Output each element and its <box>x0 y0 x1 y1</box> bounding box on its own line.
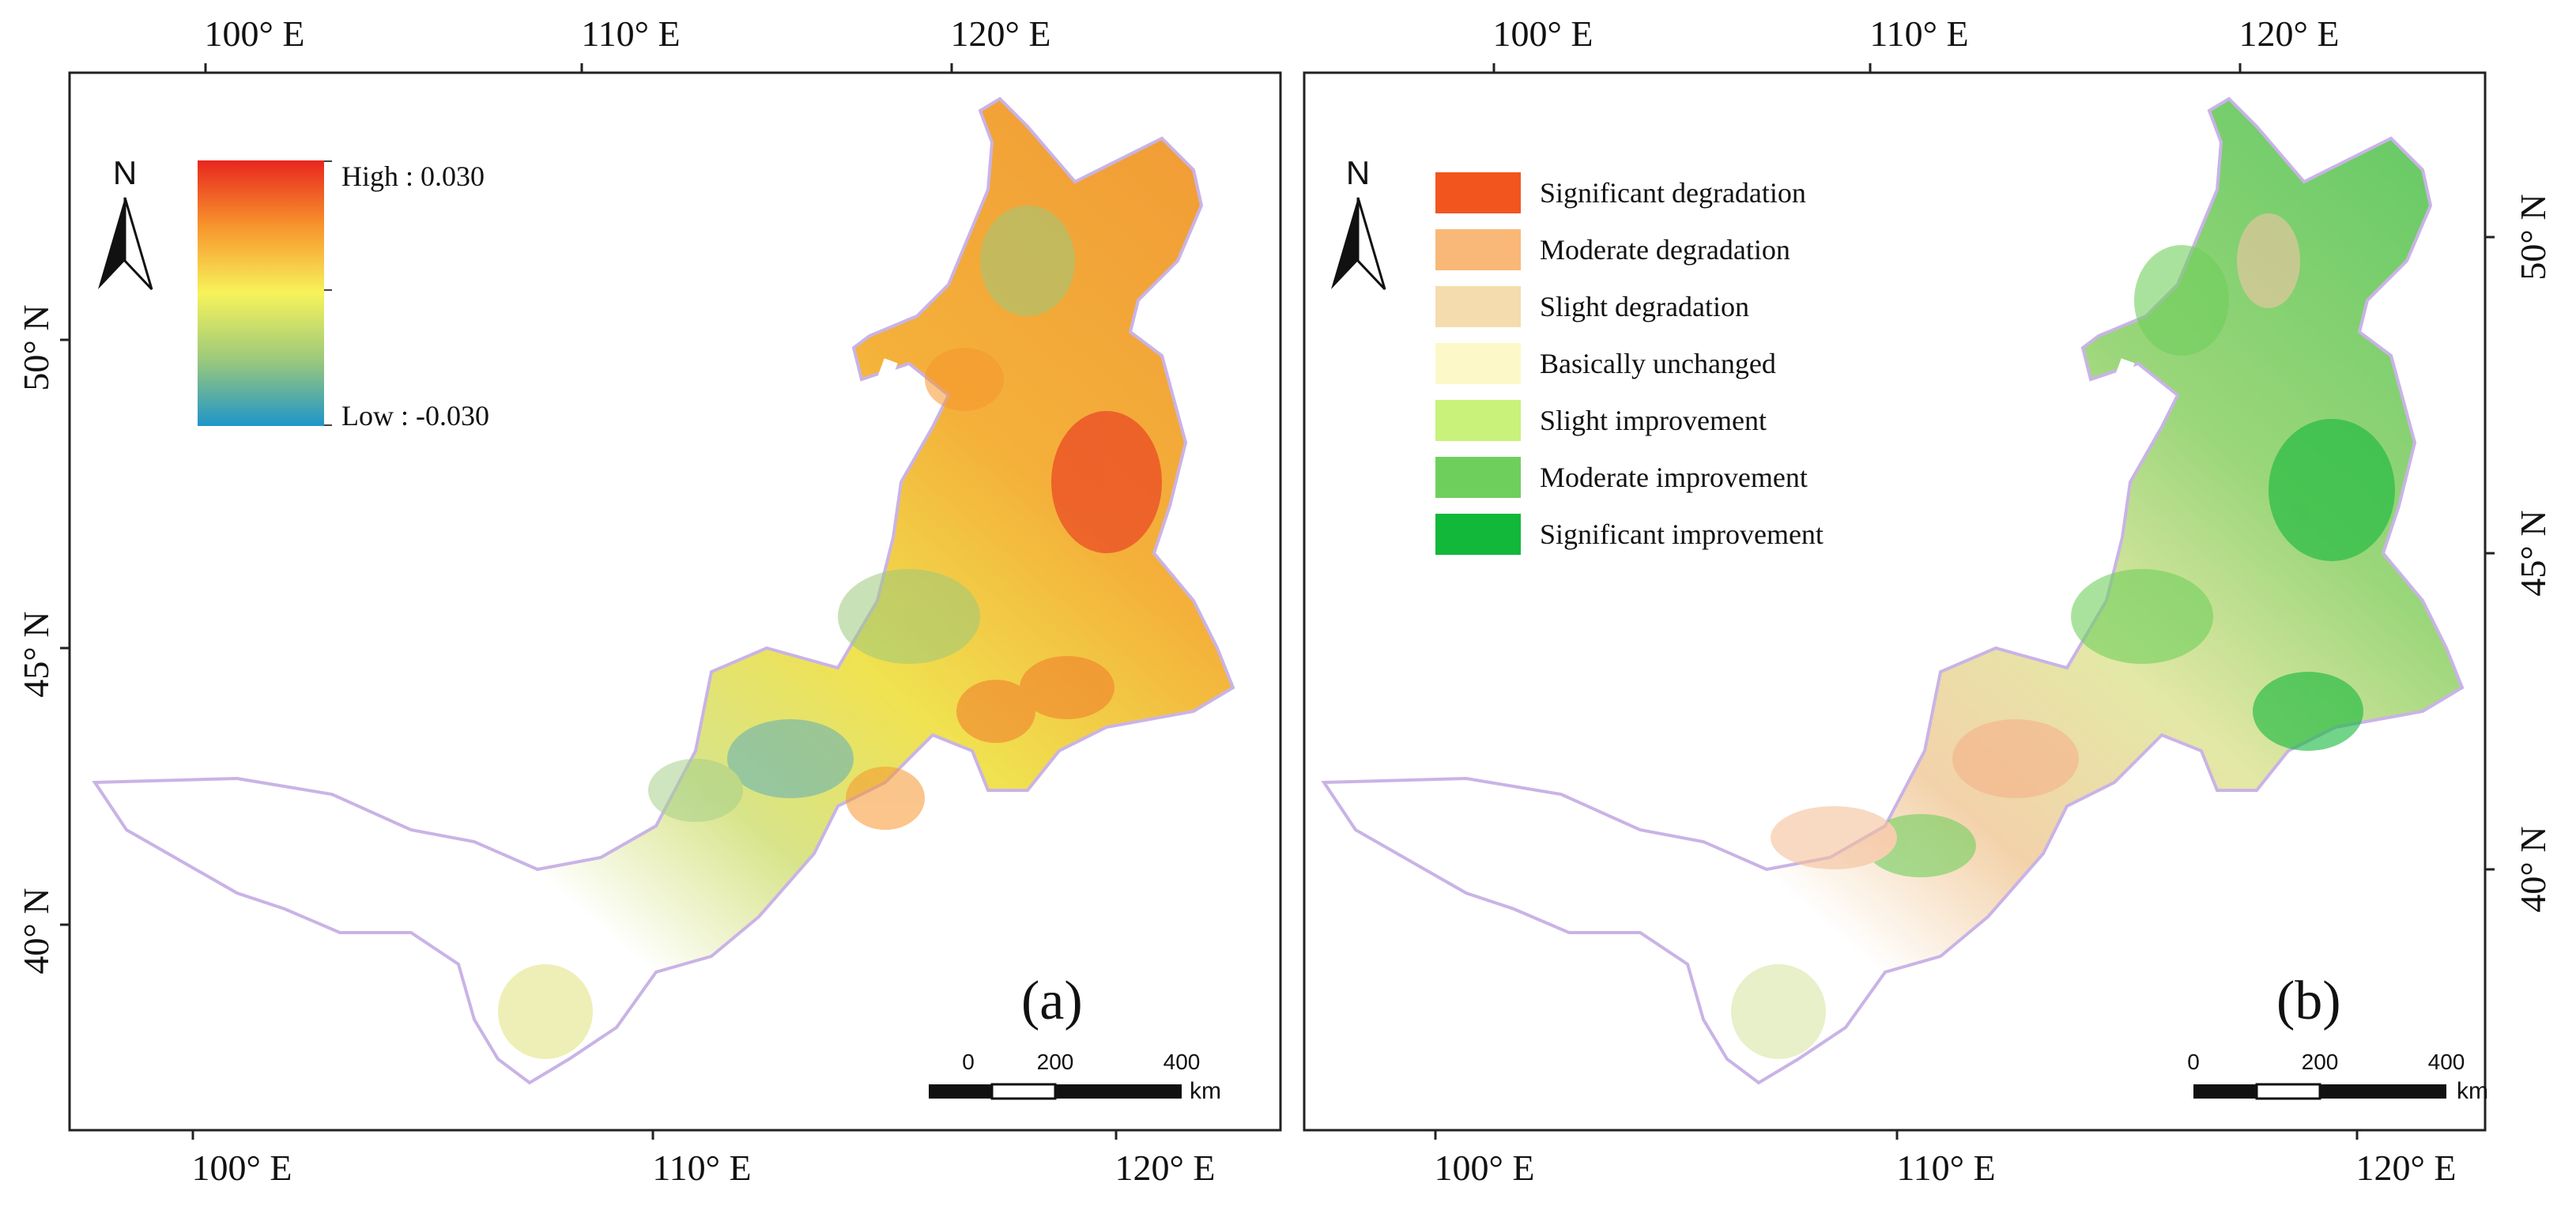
north-arrow-icon <box>98 197 153 291</box>
top-lon-label: 120° E <box>2238 13 2340 54</box>
north-arrow-icon <box>1331 197 1386 291</box>
scale-tick-label: 200 <box>1036 1050 1074 1074</box>
legend-label: Slight improvement <box>1540 405 1767 436</box>
legend-swatch <box>1435 286 1521 327</box>
bottom-lon-label: 120° E <box>1115 1148 1216 1188</box>
legend-swatch <box>1435 514 1521 555</box>
trend-legend-bar <box>198 160 324 426</box>
scale-tick-label: 400 <box>1163 1050 1201 1074</box>
map-panel-a: N High : 0.030 Low : -0.030 100° E 110° … <box>16 13 1282 1188</box>
top-lon-label: 110° E <box>1869 13 1969 54</box>
left-lat-label: 45° N <box>16 611 56 698</box>
legend-label: Significant improvement <box>1540 518 1824 550</box>
legend-high-label: High : 0.030 <box>341 160 485 192</box>
bottom-lon-label: 120° E <box>2355 1148 2457 1188</box>
legend-low-label: Low : -0.030 <box>341 400 489 432</box>
panel-label: (a) <box>1021 971 1083 1031</box>
bottom-lon-label: 110° E <box>1896 1148 1996 1188</box>
bottom-lon-label: 100° E <box>191 1148 292 1188</box>
top-lon-label: 120° E <box>950 13 1051 54</box>
scale-bar <box>929 1083 1182 1100</box>
legend-swatch <box>1435 457 1521 498</box>
map-panel-b: Significant degradation Moderate degrada… <box>1288 0 2576 1210</box>
right-lat-label: 40° N <box>2513 826 2553 913</box>
legend-label: Significant degradation <box>1540 177 1806 209</box>
scale-tick-label: 400 <box>2427 1050 2465 1074</box>
bottom-lon-label: 100° E <box>1434 1148 1535 1188</box>
legend-swatch <box>1435 343 1521 384</box>
legend-label: Slight degradation <box>1540 291 1749 322</box>
scale-unit-label: km <box>1190 1078 1221 1104</box>
legend-swatch <box>1435 229 1521 270</box>
top-lon-label: 110° E <box>581 13 681 54</box>
frame-ticks <box>1434 63 2495 1140</box>
top-lon-label: 100° E <box>204 13 305 54</box>
right-lat-label: 45° N <box>2513 510 2553 597</box>
scale-tick-label: 200 <box>2301 1050 2339 1074</box>
scale-bar <box>2193 1083 2446 1100</box>
left-lat-label: 50° N <box>16 304 56 391</box>
scale-unit-label: km <box>2457 1078 2488 1104</box>
legend-label: Basically unchanged <box>1540 348 1776 379</box>
legend-label: Moderate degradation <box>1540 234 1790 266</box>
trend-texture <box>498 205 1162 1059</box>
legend-swatch <box>1435 400 1521 441</box>
legend-label: Moderate improvement <box>1540 462 1808 493</box>
legend-swatch <box>1435 172 1521 213</box>
change-texture <box>1731 213 2395 1059</box>
north-label: N <box>112 154 138 191</box>
left-lat-label: 40° N <box>16 888 56 974</box>
bottom-lon-label: 110° E <box>652 1148 752 1188</box>
frame-ticks <box>60 63 1118 1140</box>
north-label: N <box>1345 154 1371 191</box>
scale-tick-label: 0 <box>962 1050 975 1074</box>
panel-label: (b) <box>2276 971 2341 1031</box>
map-canvas-a <box>60 63 1282 1140</box>
top-lon-label: 100° E <box>1492 13 1593 54</box>
scale-tick-label: 0 <box>2187 1050 2200 1074</box>
right-lat-label: 50° N <box>2513 194 2553 281</box>
